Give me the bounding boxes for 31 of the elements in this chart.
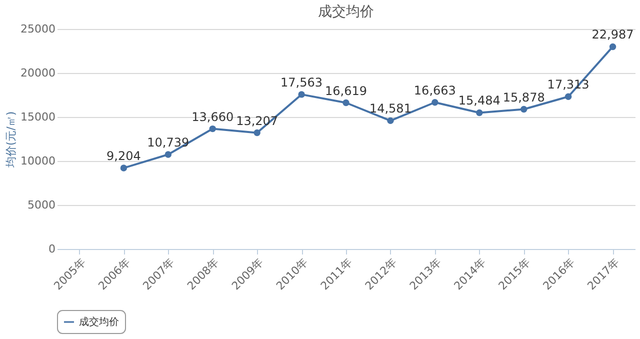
y-tick-label: 5000	[28, 198, 56, 212]
data-label: 9,204	[106, 149, 141, 164]
data-label: 16,619	[325, 84, 367, 98]
y-tick-label: 0	[48, 242, 56, 256]
data-label: 10,739	[147, 135, 190, 150]
data-label: 15,878	[502, 90, 545, 104]
legend-label: 成交均价	[79, 316, 119, 328]
point	[476, 109, 483, 116]
y-tick-label: 25000	[20, 22, 56, 36]
data-label: 15,484	[458, 94, 500, 108]
point	[432, 99, 438, 106]
point	[164, 151, 172, 158]
point	[387, 117, 394, 124]
point	[120, 164, 128, 172]
data-label: 22,987	[592, 28, 634, 42]
y-tick-label: 20000	[20, 66, 56, 80]
point	[520, 106, 528, 113]
data-label: 14,581	[369, 102, 412, 116]
chart-title: 成交均价	[318, 4, 374, 20]
data-label: 16,663	[414, 83, 456, 98]
point	[342, 99, 350, 106]
data-label: 17,563	[280, 75, 323, 90]
point	[298, 91, 305, 98]
y-tick-label: 10000	[20, 154, 56, 168]
point	[564, 93, 572, 100]
point	[209, 125, 216, 132]
y-tick-label: 15000	[20, 110, 56, 124]
point	[609, 43, 616, 50]
data-label: 13,660	[192, 110, 234, 124]
y-axis-title: 均价(元/㎡)	[4, 111, 18, 169]
point	[254, 129, 260, 136]
